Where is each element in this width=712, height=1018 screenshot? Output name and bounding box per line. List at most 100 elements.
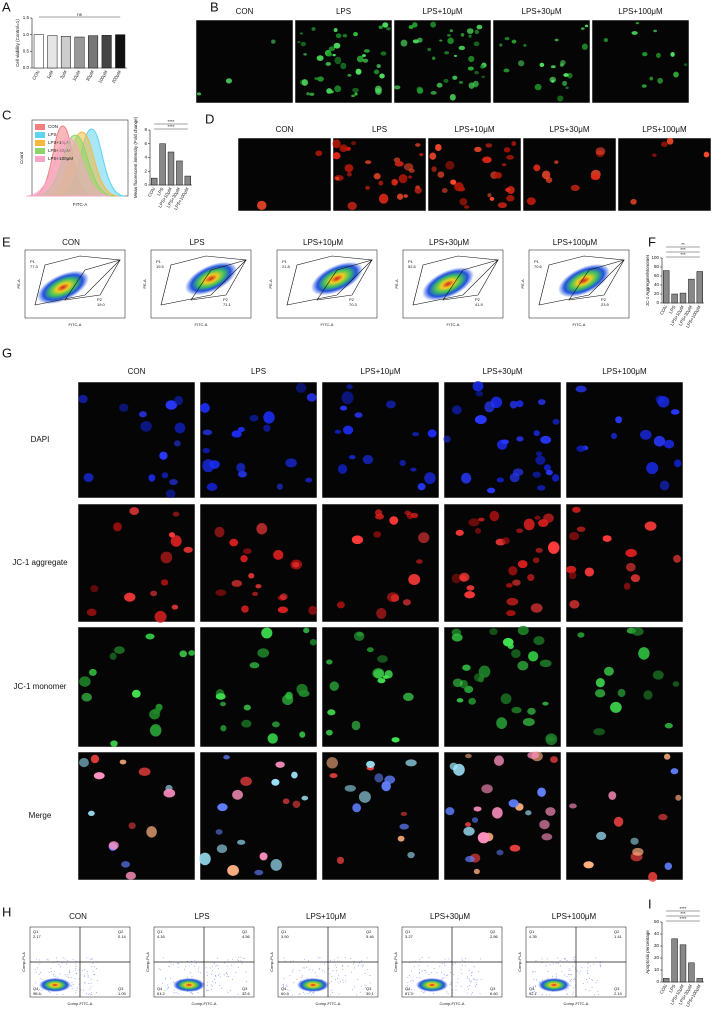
event	[369, 975, 371, 977]
legend-swatch	[35, 140, 45, 146]
event	[407, 989, 409, 991]
significance-label: ****	[679, 916, 686, 921]
cell	[503, 68, 510, 73]
cell	[333, 42, 341, 49]
event	[177, 962, 179, 964]
gate	[538, 255, 625, 306]
event	[319, 957, 321, 959]
cell	[285, 691, 293, 700]
cell	[675, 794, 682, 801]
cell	[113, 646, 125, 654]
event	[471, 971, 473, 973]
event	[470, 980, 472, 982]
bar	[60, 36, 71, 69]
event	[217, 965, 219, 967]
event	[207, 981, 209, 983]
event	[75, 968, 77, 970]
cell	[354, 92, 358, 96]
density	[39, 978, 71, 992]
significance-label: ****	[167, 119, 174, 124]
event	[318, 957, 320, 959]
column-header: LPS+100μM	[642, 125, 687, 134]
cell	[237, 839, 246, 845]
axis-label: FITC-A	[69, 322, 82, 327]
cell	[113, 522, 122, 532]
event	[585, 979, 587, 981]
cell	[472, 381, 484, 392]
legend-swatch	[35, 148, 45, 154]
event	[67, 974, 69, 976]
axis-label: PE-A	[520, 279, 525, 289]
cell	[501, 439, 509, 445]
y-tick-label: 40	[654, 931, 660, 936]
event	[209, 967, 211, 969]
event	[572, 987, 574, 989]
axis-label: Comp-PI-A	[145, 952, 150, 972]
cell	[412, 431, 420, 437]
cell	[380, 51, 387, 56]
event	[158, 968, 160, 970]
cell	[215, 829, 223, 835]
cell	[346, 172, 353, 177]
cell	[292, 561, 300, 568]
event	[74, 978, 76, 980]
bar	[688, 962, 695, 983]
event	[413, 966, 415, 968]
event	[366, 957, 368, 959]
event	[337, 974, 339, 976]
cell	[534, 515, 541, 520]
column-header: LPS+30μM	[429, 238, 469, 247]
event	[189, 992, 191, 994]
cell	[535, 547, 543, 553]
event	[227, 976, 229, 978]
cell	[648, 871, 658, 882]
event	[328, 968, 330, 970]
event	[36, 967, 38, 969]
cell	[378, 180, 384, 186]
event	[342, 981, 344, 983]
event	[243, 958, 245, 960]
cell	[526, 197, 536, 206]
event	[240, 960, 242, 962]
event	[185, 965, 187, 967]
cell	[452, 405, 462, 415]
cell	[174, 422, 186, 434]
cell	[140, 420, 152, 432]
event	[310, 994, 312, 996]
cell	[658, 813, 668, 821]
significance-label: ns	[77, 12, 83, 17]
cell	[451, 633, 463, 642]
cell	[447, 34, 451, 37]
cell	[453, 763, 465, 776]
event	[446, 975, 448, 977]
gate-label: P1	[408, 259, 414, 264]
cell	[632, 847, 644, 856]
cell	[241, 719, 252, 728]
event	[446, 991, 448, 993]
event	[206, 975, 208, 977]
event	[565, 989, 567, 991]
event	[85, 993, 87, 995]
event	[423, 991, 425, 993]
cell	[474, 415, 487, 425]
event	[78, 978, 80, 980]
event	[284, 960, 286, 962]
quadrant-value: 87.3	[405, 991, 414, 996]
cell	[570, 184, 580, 192]
axis-label: PE-A	[16, 279, 21, 289]
event	[190, 991, 192, 993]
cell	[240, 555, 248, 563]
cell	[119, 403, 129, 412]
cell	[88, 810, 95, 817]
event	[329, 994, 331, 996]
event	[329, 982, 331, 984]
cell	[366, 760, 375, 768]
event	[361, 960, 363, 962]
cell	[496, 477, 504, 483]
cell	[376, 607, 387, 619]
event	[349, 958, 351, 960]
cell	[408, 175, 413, 179]
y-tick-label: 0	[144, 182, 147, 187]
y-tick-label: 6	[144, 141, 147, 146]
cell	[352, 803, 362, 813]
